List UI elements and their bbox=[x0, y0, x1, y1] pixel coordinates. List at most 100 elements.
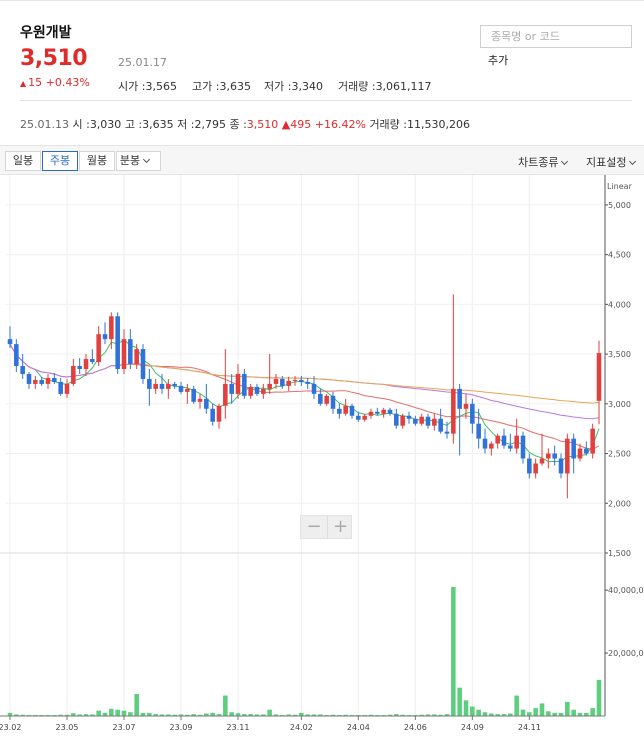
zoom-out-button[interactable]: − bbox=[306, 516, 322, 537]
candle bbox=[318, 393, 323, 404]
candle bbox=[83, 359, 89, 369]
period-close: 3,510 bbox=[246, 118, 279, 131]
candle bbox=[102, 334, 108, 340]
volume-bar bbox=[438, 714, 443, 716]
y-tick-label: 4,000 bbox=[608, 300, 631, 309]
candle bbox=[71, 366, 76, 384]
volume-bar bbox=[558, 712, 564, 716]
candle bbox=[514, 435, 519, 449]
volume-label: 거래량 : bbox=[338, 80, 376, 93]
candle bbox=[375, 411, 380, 414]
volume-bar bbox=[216, 714, 222, 716]
volume-bar bbox=[299, 712, 304, 716]
candle bbox=[261, 388, 266, 394]
volume-bar bbox=[368, 714, 374, 716]
volume-bar bbox=[552, 712, 557, 716]
volume-bar bbox=[584, 712, 589, 716]
candle bbox=[33, 379, 38, 384]
candle bbox=[343, 405, 348, 414]
chart-type-dropdown[interactable]: 차트종류 bbox=[518, 154, 569, 170]
tab-daily[interactable]: 일봉 bbox=[5, 151, 41, 171]
indicator-settings-label: 지표설정 bbox=[586, 156, 627, 169]
candle bbox=[273, 378, 279, 384]
volume-bar bbox=[261, 714, 266, 716]
volume-bar bbox=[71, 713, 76, 716]
tab-minute-label: 분봉 bbox=[119, 154, 141, 167]
price-chart[interactable]: Linear 5,000 4,500 4,000 3,500 3,000 2,500 2,00… bbox=[0, 175, 644, 750]
chart-grid bbox=[0, 175, 603, 716]
candle bbox=[324, 395, 329, 404]
volume-bar bbox=[273, 714, 279, 716]
chevron-down-icon bbox=[143, 155, 151, 164]
candle bbox=[337, 408, 342, 414]
volume-series bbox=[7, 587, 602, 717]
candle bbox=[216, 405, 222, 422]
volume-bar bbox=[109, 708, 114, 716]
candle bbox=[368, 411, 374, 416]
period-low-label: 저 : bbox=[177, 118, 195, 131]
price-change: ▲ 15 +0.43% bbox=[20, 76, 90, 89]
volume-bar bbox=[546, 711, 551, 716]
volume-bar bbox=[147, 712, 152, 716]
period-open: 3,030 bbox=[89, 118, 122, 131]
candle bbox=[552, 453, 557, 459]
volume-bar bbox=[571, 709, 576, 716]
volume-bar bbox=[7, 712, 13, 716]
candle bbox=[109, 316, 114, 340]
period-high-label: 고 : bbox=[124, 118, 143, 131]
indicator-settings-dropdown[interactable]: 지표설정 bbox=[586, 154, 637, 170]
candle bbox=[571, 438, 576, 459]
candle bbox=[387, 409, 393, 414]
volume-bar bbox=[96, 710, 101, 716]
volume-bar bbox=[444, 714, 450, 716]
candle bbox=[565, 438, 570, 474]
volume-tick-label: 20,000,000 bbox=[608, 649, 644, 658]
tab-monthly[interactable]: 월봉 bbox=[79, 151, 115, 171]
volume-bar bbox=[577, 712, 583, 716]
x-tick-label: 23.02 bbox=[0, 723, 21, 732]
tab-minute[interactable]: 분봉 bbox=[116, 151, 161, 171]
tab-weekly[interactable]: 주봉 bbox=[42, 151, 78, 171]
candle bbox=[159, 383, 165, 389]
y-tick-label: 3,000 bbox=[608, 400, 631, 409]
y-tick-label: 2,500 bbox=[608, 450, 631, 459]
volume-bar bbox=[394, 714, 399, 716]
volume-bar bbox=[254, 714, 260, 716]
high-stat: 고가 :3,635 bbox=[192, 78, 251, 94]
candle bbox=[520, 435, 526, 459]
candle bbox=[267, 383, 272, 389]
volume-bar bbox=[229, 712, 234, 716]
candle bbox=[242, 373, 247, 396]
volume-bar bbox=[470, 706, 475, 716]
x-tick-label: 24.04 bbox=[347, 723, 370, 732]
candle bbox=[470, 403, 475, 424]
add-button[interactable]: 추가 bbox=[488, 54, 509, 67]
candle bbox=[64, 383, 70, 394]
candle bbox=[39, 379, 44, 384]
low-stat: 저가 :3,340 bbox=[264, 78, 323, 94]
volume-bar bbox=[115, 709, 120, 716]
volume-bar bbox=[489, 713, 494, 716]
zoom-in-button[interactable]: + bbox=[327, 516, 353, 538]
candle bbox=[533, 463, 538, 474]
x-tick-label: 24.02 bbox=[290, 723, 313, 732]
candle bbox=[444, 431, 450, 434]
candle bbox=[121, 339, 127, 369]
stock-search-input[interactable] bbox=[480, 25, 632, 48]
volume-bar bbox=[185, 714, 190, 716]
volume-bar bbox=[533, 708, 538, 716]
volume-bar bbox=[134, 693, 139, 716]
candle bbox=[166, 383, 171, 389]
candle bbox=[52, 377, 57, 382]
candle bbox=[96, 334, 101, 363]
top-border bbox=[0, 0, 644, 6]
y-tick-label: 3,500 bbox=[608, 350, 631, 359]
candle bbox=[185, 388, 190, 392]
volume-bar bbox=[387, 714, 393, 716]
chevron-down-icon bbox=[561, 157, 569, 166]
x-tick-label: 24.06 bbox=[404, 723, 427, 732]
change-value: 15 bbox=[28, 76, 43, 89]
volume-bar bbox=[121, 710, 127, 716]
open-label: 시가 : bbox=[118, 80, 146, 93]
period-high: 3,635 bbox=[142, 118, 174, 131]
